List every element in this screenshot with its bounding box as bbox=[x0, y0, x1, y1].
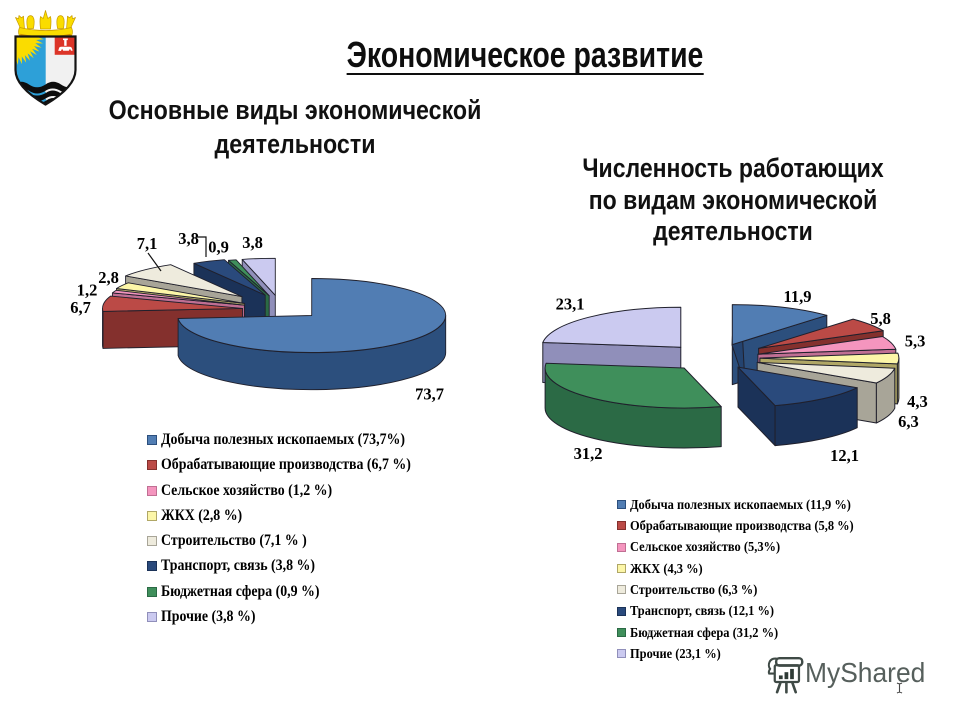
svg-text:73,7: 73,7 bbox=[415, 385, 444, 404]
svg-text:5,3: 5,3 bbox=[905, 332, 926, 351]
svg-text:6,3: 6,3 bbox=[898, 412, 919, 431]
svg-text:12,1: 12,1 bbox=[830, 446, 859, 465]
svg-text:3,8: 3,8 bbox=[242, 233, 263, 252]
svg-text:5,8: 5,8 bbox=[870, 309, 891, 328]
svg-text:3,8: 3,8 bbox=[178, 229, 199, 248]
svg-text:2,8: 2,8 bbox=[98, 268, 119, 287]
svg-text:6,7: 6,7 bbox=[70, 298, 91, 317]
svg-text:4,3: 4,3 bbox=[907, 392, 928, 411]
svg-text:31,2: 31,2 bbox=[574, 444, 603, 463]
svg-text:0,9: 0,9 bbox=[208, 238, 229, 257]
svg-text:7,1: 7,1 bbox=[137, 234, 158, 253]
svg-text:1,2: 1,2 bbox=[77, 281, 98, 300]
svg-text:23,1: 23,1 bbox=[556, 295, 585, 314]
svg-text:11,9: 11,9 bbox=[784, 287, 812, 306]
